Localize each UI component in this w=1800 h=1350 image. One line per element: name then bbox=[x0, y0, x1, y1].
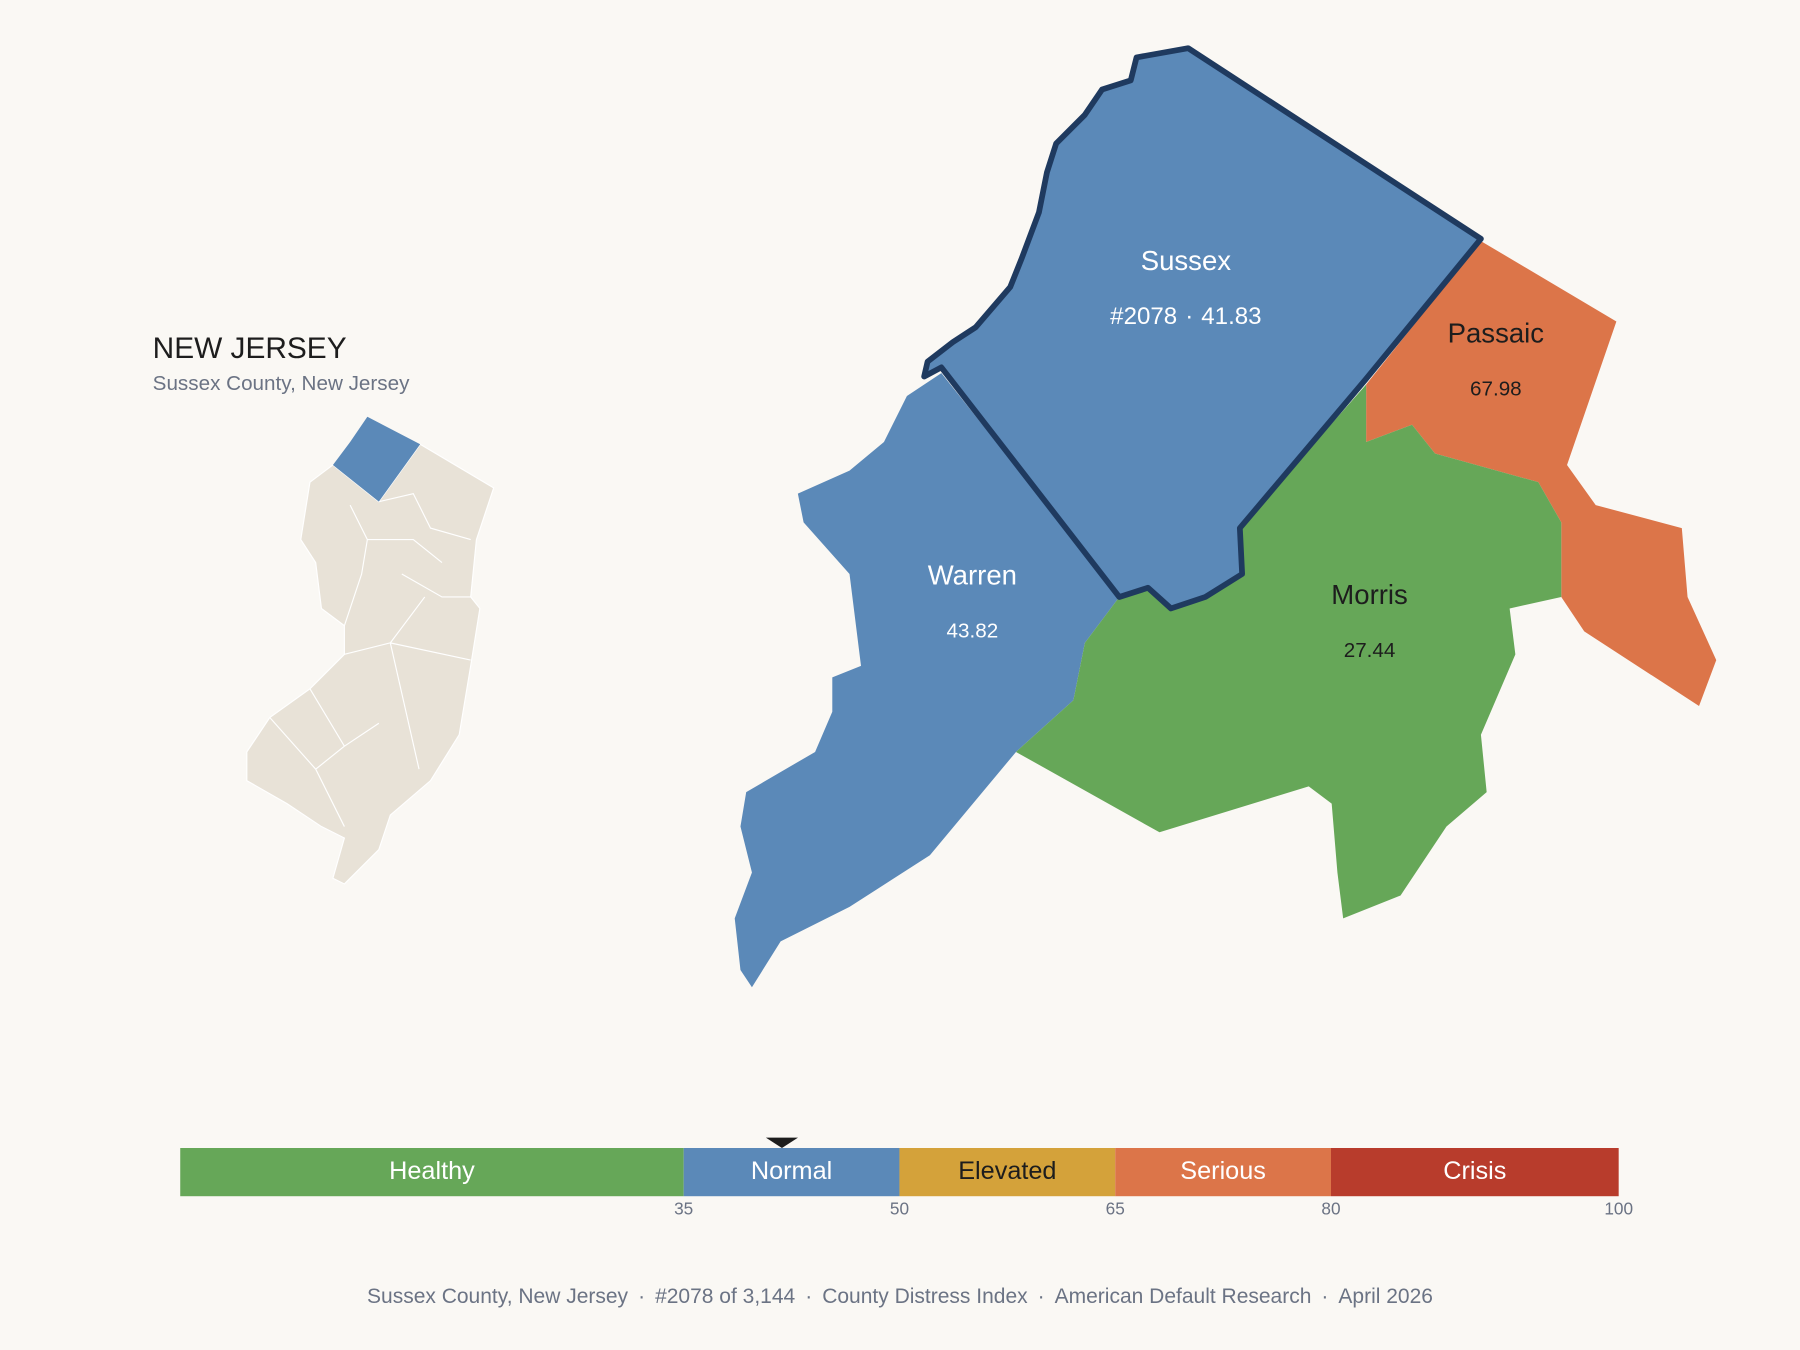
counties bbox=[734, 45, 1717, 988]
county-rank: #2078 bbox=[1110, 303, 1177, 330]
footer-item: Sussex County, New Jersey bbox=[367, 1285, 629, 1308]
footer-item: American Default Research bbox=[1054, 1285, 1312, 1308]
county-name: Morris bbox=[1331, 579, 1408, 610]
footer-separator: · bbox=[1321, 1285, 1329, 1308]
value: 67.98 bbox=[1470, 378, 1522, 401]
county-labels: Sussex #2078 · 41.83 Passaic 67.98 Warren 43.82… bbox=[928, 245, 1545, 662]
county-name: Sussex bbox=[1141, 245, 1232, 276]
county-name: Passaic bbox=[1448, 317, 1545, 348]
legend-tick-label: 80 bbox=[1321, 1199, 1340, 1219]
legend-tick-label: 50 bbox=[890, 1199, 909, 1219]
legend-band-label: Normal bbox=[751, 1157, 832, 1185]
county bbox=[1366, 241, 1717, 707]
legend-band-label: Crisis bbox=[1443, 1157, 1506, 1185]
inset-state bbox=[246, 443, 495, 885]
legend-tick-label: 100 bbox=[1604, 1199, 1633, 1219]
inset-map bbox=[246, 416, 495, 885]
county-value: 27.44 bbox=[1344, 640, 1396, 663]
inset-borders bbox=[269, 492, 471, 827]
value: 27.44 bbox=[1344, 640, 1396, 663]
footer: Sussex County, New Jersey · #2078 of 3,144… bbox=[0, 1285, 1800, 1309]
county bbox=[921, 45, 1484, 612]
value: 41.83 bbox=[1201, 303, 1261, 330]
legend: Healthy 35 Normal 50 Elevated 65 Serious 80 Cris… bbox=[180, 1137, 1633, 1219]
footer-item: April 2026 bbox=[1338, 1285, 1433, 1308]
footer-item: County Distress Index bbox=[822, 1285, 1028, 1308]
county bbox=[1015, 384, 1562, 919]
legend-band bbox=[1115, 1148, 1331, 1197]
map-group: NEW JERSEY Sussex County, New Jersey Sus… bbox=[153, 45, 1717, 1219]
legend-marker bbox=[765, 1137, 799, 1148]
value: 43.82 bbox=[947, 620, 999, 643]
legend-band-label: Elevated bbox=[958, 1157, 1056, 1185]
county-value: #2078 · 41.83 bbox=[1110, 303, 1261, 330]
separator: · bbox=[1185, 303, 1193, 330]
county bbox=[734, 373, 1120, 988]
legend-band bbox=[683, 1148, 900, 1197]
legend-tick-label: 65 bbox=[1106, 1199, 1125, 1219]
legend-band-label: Serious bbox=[1180, 1157, 1266, 1185]
county-name: Warren bbox=[928, 560, 1017, 591]
footer-separator: · bbox=[805, 1285, 813, 1308]
footer-separator: · bbox=[1037, 1285, 1045, 1308]
legend-band bbox=[899, 1148, 1116, 1197]
legend-band bbox=[1330, 1148, 1619, 1197]
legend-band bbox=[180, 1148, 684, 1197]
footer-separator: · bbox=[638, 1285, 646, 1308]
legend-tick-label: 35 bbox=[674, 1199, 693, 1219]
inset-highlight bbox=[332, 416, 421, 502]
footer-item: #2078 of 3,144 bbox=[655, 1285, 796, 1308]
title: NEW JERSEY bbox=[153, 332, 347, 365]
subtitle: Sussex County, New Jersey bbox=[153, 372, 410, 395]
county-value: 43.82 bbox=[947, 620, 999, 643]
county-value: 67.98 bbox=[1470, 378, 1522, 401]
legend-band-label: Healthy bbox=[389, 1157, 475, 1185]
